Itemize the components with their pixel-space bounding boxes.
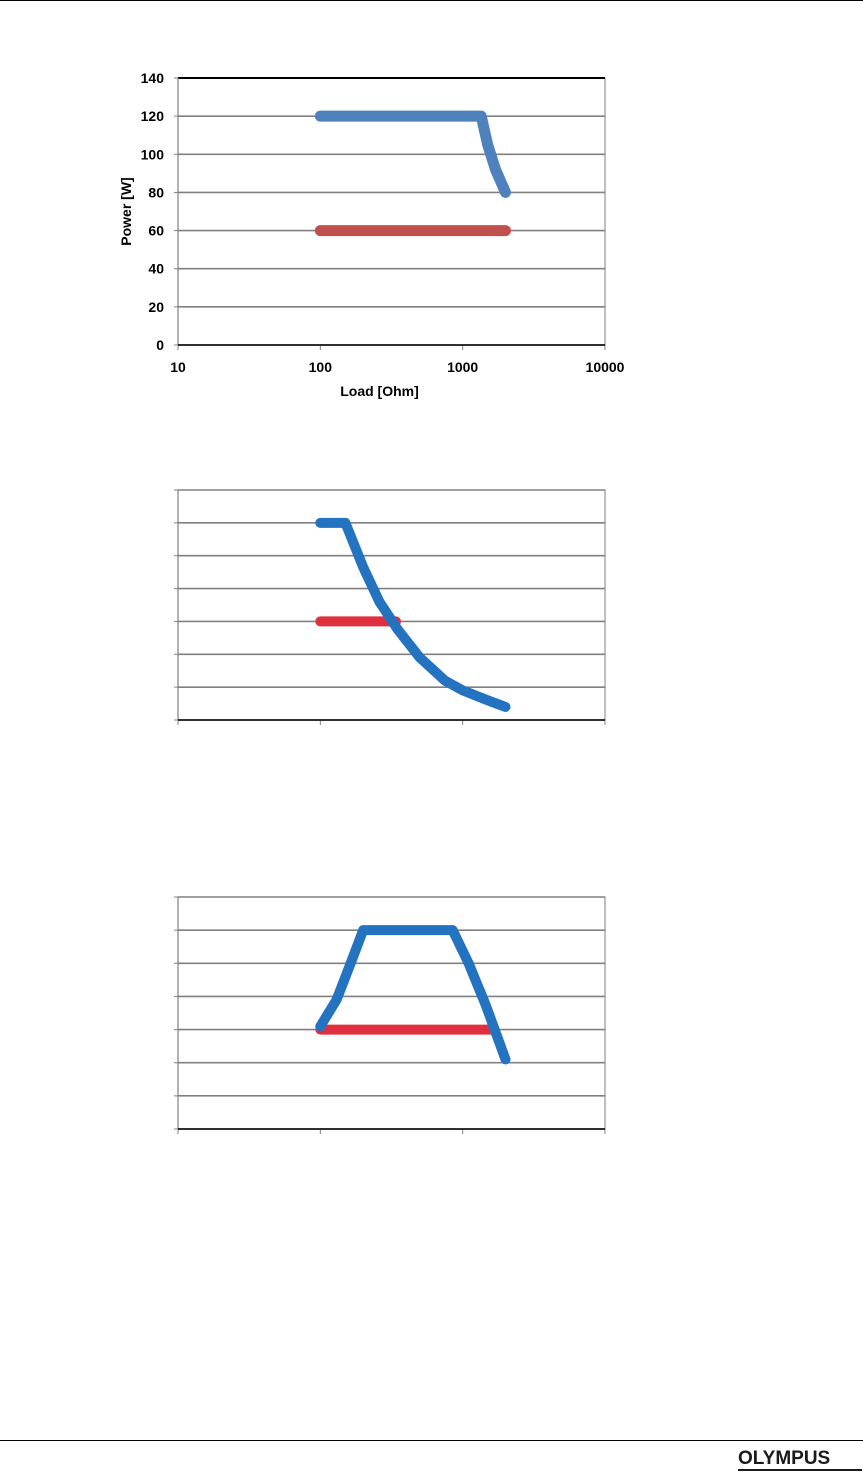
x-tick-label: 10000 <box>586 359 625 375</box>
power-load-chart-2 <box>174 489 606 725</box>
y-tick-label: 120 <box>141 108 165 124</box>
x-tick-label: 1000 <box>447 359 478 375</box>
y-tick-label: 60 <box>148 223 164 239</box>
y-tick-label: 140 <box>141 70 165 86</box>
plot-area <box>177 489 606 721</box>
x-tick-label: 100 <box>309 359 333 375</box>
x-axis-title: Load [Ohm] <box>340 383 419 399</box>
series-line-1 <box>314 110 511 198</box>
y-tick-label: 40 <box>148 261 164 277</box>
plot-area <box>177 896 606 1130</box>
y-tick-label: 80 <box>148 184 164 200</box>
y-tick-label: 0 <box>156 337 164 353</box>
series-line-1 <box>315 517 511 712</box>
y-axis-title: Power [W] <box>118 177 134 245</box>
y-tick-label: 20 <box>148 299 164 315</box>
logo-underline <box>738 1469 862 1471</box>
olympus-logo: OLYMPUS <box>738 1449 862 1471</box>
logo-text: OLYMPUS <box>738 1448 831 1469</box>
y-tick-label: 100 <box>141 146 165 162</box>
x-tick-label: 10 <box>170 359 186 375</box>
power-load-chart-3 <box>174 896 606 1134</box>
series-line-1 <box>315 925 511 1065</box>
power-load-chart-1: 0 20 40 60 80 100 120 140 10 100 1000 10000 Load [Oh… <box>118 70 625 399</box>
plot-area <box>177 77 606 346</box>
footer-rule <box>0 1440 863 1441</box>
header-rule <box>0 0 863 1</box>
